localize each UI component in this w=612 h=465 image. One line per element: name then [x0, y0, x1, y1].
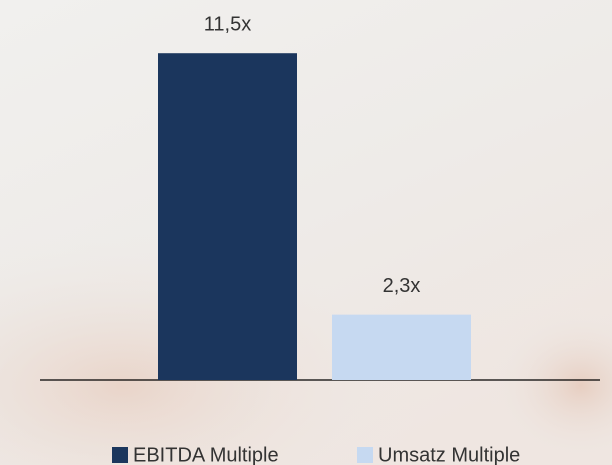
bar — [332, 314, 471, 380]
legend-label: Umsatz Multiple — [378, 444, 520, 465]
bar — [158, 53, 297, 380]
legend-label: EBITDA Multiple — [133, 444, 279, 465]
legend-swatch — [112, 447, 128, 463]
data-label: 11,5x — [204, 13, 251, 35]
legend-swatch — [357, 447, 373, 463]
data-label: 2,3x — [383, 275, 421, 297]
